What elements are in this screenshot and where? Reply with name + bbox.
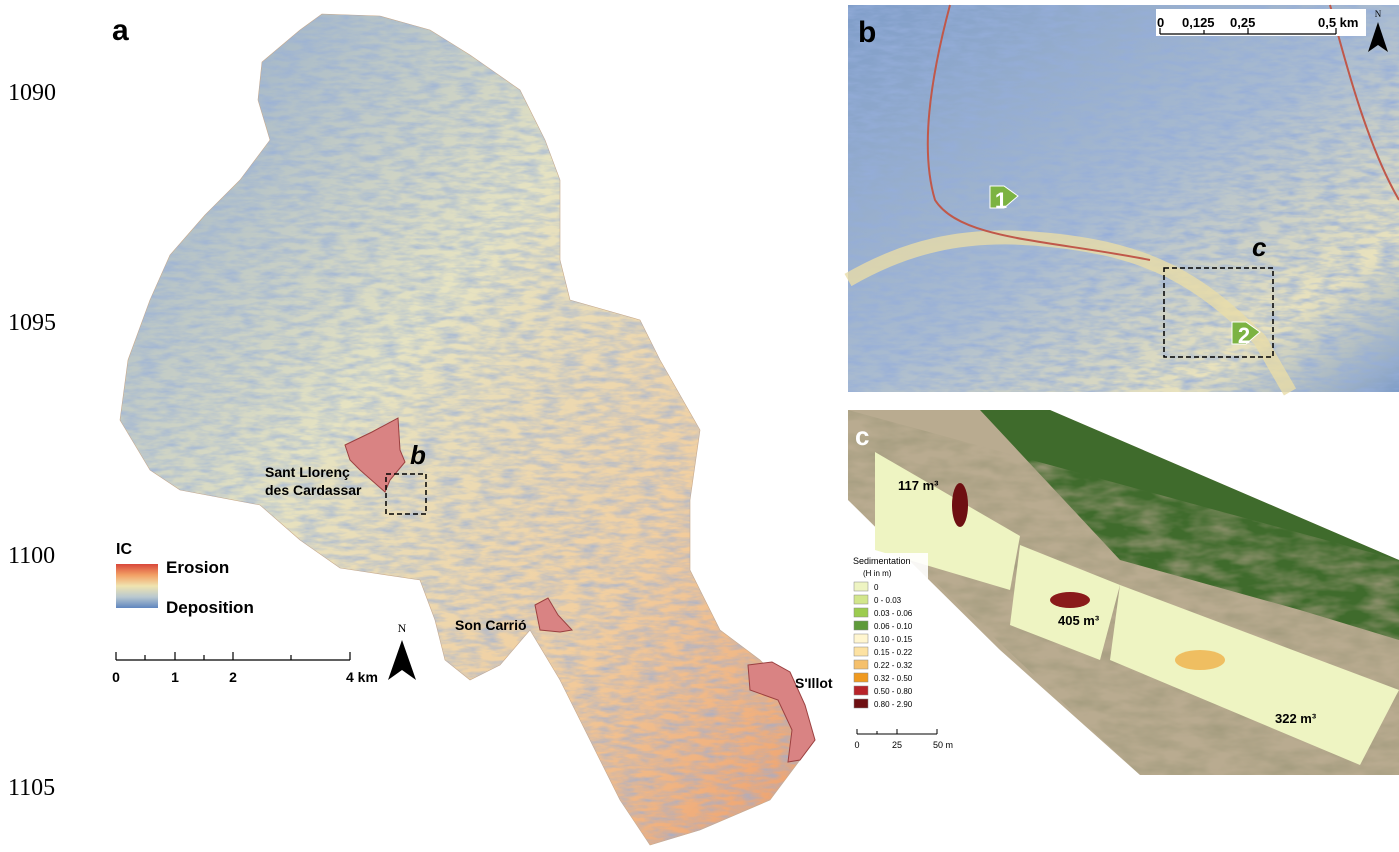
place-label: S'Illot: [795, 675, 833, 691]
northing-label: 1100: [8, 543, 55, 569]
volume-label: 322 m³: [1275, 711, 1317, 726]
panel-b: 0 0,125 0,25 0,5 km N b 1 2 c: [848, 5, 1399, 392]
legend-label: 0.10 - 0.15: [874, 635, 913, 644]
place-label: des Cardassar: [265, 482, 362, 498]
northing-label: 1105: [8, 775, 55, 801]
scale-label: 0: [112, 669, 120, 685]
legend-swatch: [854, 647, 868, 656]
legend-label: 0 - 0.03: [874, 596, 902, 605]
legend-swatch: [854, 686, 868, 695]
sediment-patch: [1175, 650, 1225, 670]
scale-bar: [116, 652, 350, 660]
legend-swatch: [854, 634, 868, 643]
scale-label: 1: [171, 669, 179, 685]
scale-label: 50 m: [933, 740, 953, 750]
legend-title: Sedimentation: [853, 556, 911, 566]
legend-label: 0.22 - 0.32: [874, 661, 913, 670]
legend-label: 0.06 - 0.10: [874, 622, 913, 631]
legend-swatch: [854, 660, 868, 669]
legend-swatch: [854, 673, 868, 682]
site-label: 2: [1238, 323, 1250, 348]
panel-label: c: [855, 421, 869, 451]
legend-swatch: [854, 608, 868, 617]
legend-label: 0.80 - 2.90: [874, 700, 913, 709]
texture: [120, 14, 815, 845]
legend-label: 0: [874, 583, 879, 592]
panel-label: b: [858, 16, 876, 49]
sediment-patch: [952, 483, 968, 527]
scale-label: 2: [229, 669, 237, 685]
legend-label: Deposition: [166, 598, 254, 617]
legend-label: 0.03 - 0.06: [874, 609, 913, 618]
scale-label: 0,25: [1230, 15, 1255, 30]
figure: a 1090 1095 1100 1105 Sant Llorenç des C…: [0, 0, 1399, 852]
legend-swatch: [854, 595, 868, 604]
scale-label: 25: [892, 740, 902, 750]
place-label: Son Carrió: [455, 617, 527, 633]
scale-label: 4 km: [346, 669, 378, 685]
inset-label: b: [410, 440, 426, 470]
northing-label: 1095: [8, 310, 56, 336]
panel-c: c 117 m³ 405 m³ 322 m³ Sedimentation (H …: [848, 410, 1399, 775]
legend-title: IC: [116, 541, 132, 558]
sediment-patch: [1050, 592, 1090, 608]
inset-label: c: [1252, 232, 1267, 262]
volume-label: 117 m³: [898, 478, 939, 493]
legend-label: 0.50 - 0.80: [874, 687, 913, 696]
scale-label: 0,5 km: [1318, 15, 1358, 30]
scale-label: 0: [1157, 15, 1164, 30]
legend-swatch: [854, 699, 868, 708]
panel-label: a: [112, 14, 129, 47]
volume-label: 405 m³: [1058, 613, 1100, 628]
north-label: N: [1375, 9, 1382, 19]
legend-label: 0.32 - 0.50: [874, 674, 913, 683]
northing-label: 1090: [8, 80, 56, 106]
legend-swatch: [854, 621, 868, 630]
scale-label: 0: [854, 740, 859, 750]
scale-label: 0,125: [1182, 15, 1215, 30]
place-label: Sant Llorenç: [265, 464, 350, 480]
legend-label: 0.15 - 0.22: [874, 648, 913, 657]
panel-a: a 1090 1095 1100 1105 Sant Llorenç des C…: [8, 14, 833, 845]
north-label: N: [398, 621, 407, 635]
legend-subtitle: (H in m): [863, 569, 892, 578]
north-arrow: [388, 640, 416, 680]
legend-swatch: [854, 582, 868, 591]
texture: [848, 5, 1399, 392]
site-label: 1: [995, 188, 1007, 213]
colorbar: [116, 564, 158, 608]
scale-bar: [857, 729, 937, 734]
legend-label: Erosion: [166, 558, 229, 577]
